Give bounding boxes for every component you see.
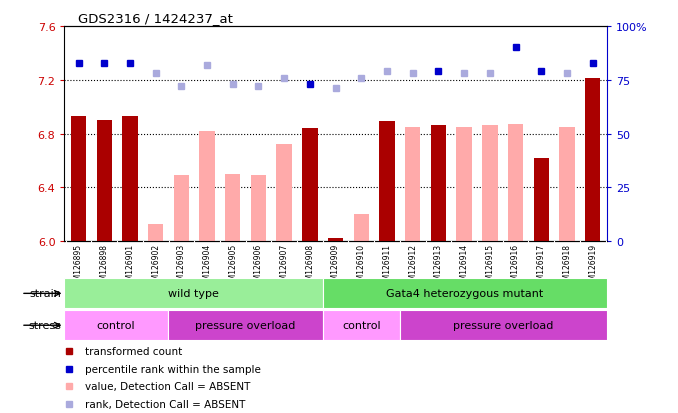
Text: GSM126916: GSM126916: [511, 243, 520, 290]
Bar: [225, 175, 241, 242]
Bar: [64, 279, 323, 309]
Bar: [174, 176, 189, 242]
Bar: [148, 224, 163, 242]
Text: GSM126913: GSM126913: [434, 243, 443, 290]
Text: GSM126907: GSM126907: [280, 243, 289, 290]
Bar: [405, 128, 420, 242]
Bar: [400, 311, 607, 340]
Text: wild type: wild type: [168, 289, 219, 299]
Text: value, Detection Call = ABSENT: value, Detection Call = ABSENT: [85, 382, 251, 392]
Bar: [302, 129, 317, 242]
Bar: [277, 145, 292, 242]
Text: control: control: [342, 320, 381, 330]
Text: GSM126908: GSM126908: [305, 243, 315, 290]
Text: GSM126895: GSM126895: [74, 243, 83, 290]
Text: stress: stress: [28, 320, 61, 330]
Bar: [482, 126, 498, 242]
Bar: [534, 159, 549, 242]
Bar: [559, 128, 575, 242]
Text: GSM126905: GSM126905: [228, 243, 237, 290]
Bar: [456, 128, 472, 242]
Text: GSM126915: GSM126915: [485, 243, 494, 290]
Text: GSM126914: GSM126914: [460, 243, 468, 290]
Text: GSM126917: GSM126917: [537, 243, 546, 290]
Bar: [167, 311, 323, 340]
Text: GSM126906: GSM126906: [254, 243, 263, 290]
Text: Gata4 heterozygous mutant: Gata4 heterozygous mutant: [386, 289, 543, 299]
Text: strain: strain: [29, 289, 61, 299]
Text: transformed count: transformed count: [85, 346, 182, 356]
Text: pressure overload: pressure overload: [195, 320, 296, 330]
Bar: [71, 117, 86, 242]
Text: rank, Detection Call = ABSENT: rank, Detection Call = ABSENT: [85, 399, 246, 409]
Text: GSM126902: GSM126902: [151, 243, 160, 290]
Text: control: control: [97, 320, 136, 330]
Bar: [122, 117, 138, 242]
Bar: [251, 176, 266, 242]
Text: GDS2316 / 1424237_at: GDS2316 / 1424237_at: [78, 12, 233, 25]
Bar: [64, 311, 167, 340]
Bar: [379, 122, 395, 242]
Bar: [431, 126, 446, 242]
Bar: [323, 279, 607, 309]
Bar: [96, 121, 112, 242]
Bar: [323, 311, 400, 340]
Text: percentile rank within the sample: percentile rank within the sample: [85, 364, 261, 374]
Text: GSM126919: GSM126919: [589, 243, 597, 290]
Text: GSM126904: GSM126904: [203, 243, 212, 290]
Text: GSM126910: GSM126910: [357, 243, 366, 290]
Text: GSM126918: GSM126918: [563, 243, 572, 289]
Text: GSM126898: GSM126898: [100, 243, 108, 289]
Text: GSM126909: GSM126909: [331, 243, 340, 290]
Bar: [354, 215, 369, 242]
Bar: [199, 132, 215, 242]
Text: pressure overload: pressure overload: [454, 320, 554, 330]
Bar: [328, 239, 343, 242]
Text: GSM126903: GSM126903: [177, 243, 186, 290]
Text: GSM126911: GSM126911: [382, 243, 391, 289]
Text: GSM126912: GSM126912: [408, 243, 417, 289]
Text: GSM126901: GSM126901: [125, 243, 134, 290]
Bar: [508, 125, 523, 242]
Bar: [585, 79, 601, 242]
